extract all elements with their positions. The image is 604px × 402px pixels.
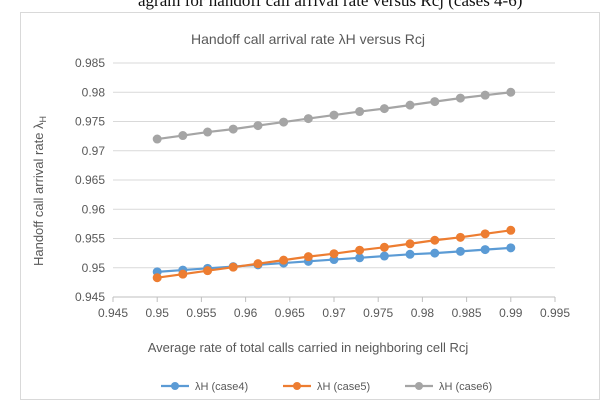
data-point <box>405 100 415 110</box>
x-tick-label: 0.98 <box>411 306 435 320</box>
chart-title: Handoff call arrival rate λH versus Rcj <box>191 31 425 47</box>
y-axis-title-main: Handoff call arrival rate λ <box>31 122 46 266</box>
data-point <box>480 245 490 255</box>
y-axis-title: Handoff call arrival rate λH <box>31 116 48 266</box>
y-tick-label: 0.96 <box>82 202 106 216</box>
data-point <box>480 229 490 239</box>
x-tick-label: 0.97 <box>322 306 346 320</box>
legend-item-case6: λH (case6) <box>405 381 492 393</box>
data-point <box>405 239 415 249</box>
line-chart: 0.945 0.95 0.955 0.96 0.965 0.97 0.975 0.98 0.98… <box>31 31 570 393</box>
y-tick-label: 0.945 <box>75 290 105 304</box>
legend-marker <box>415 382 423 390</box>
y-tick-label: 0.97 <box>82 144 106 158</box>
chart-frame: 0.945 0.95 0.955 0.96 0.965 0.97 0.975 0.98 0.98… <box>20 12 600 400</box>
y-tick-label: 0.975 <box>75 115 105 129</box>
data-point <box>379 251 389 261</box>
data-point <box>355 253 365 263</box>
legend-label: λH (case5) <box>317 381 370 393</box>
legend: λH (case4) λH (case5) λH (case6) <box>161 381 492 393</box>
y-tick-label: 0.95 <box>82 261 106 275</box>
legend-label: λH (case6) <box>439 381 492 393</box>
series-case5 <box>152 225 516 283</box>
y-tick-label: 0.985 <box>75 56 105 70</box>
legend-marker <box>171 382 179 390</box>
legend-label: λH (case4) <box>195 381 248 393</box>
data-point <box>178 131 188 141</box>
data-point <box>355 245 365 255</box>
data-point <box>455 246 465 256</box>
data-point <box>455 93 465 103</box>
legend-item-case4: λH (case4) <box>161 381 248 393</box>
data-point <box>228 124 238 134</box>
data-point <box>203 127 213 137</box>
axes <box>112 296 556 302</box>
data-point <box>152 134 162 144</box>
legend-marker <box>293 382 301 390</box>
x-tick-label: 0.995 <box>540 306 570 320</box>
data-point <box>329 249 339 259</box>
data-point <box>228 262 238 272</box>
data-point <box>430 97 440 107</box>
x-tick-label: 0.985 <box>452 306 482 320</box>
data-point <box>329 110 339 120</box>
data-point <box>430 248 440 258</box>
data-point <box>480 90 490 100</box>
x-axis-title: Average rate of total calls carried in n… <box>148 340 469 355</box>
figure-caption: agram for handoff call arrival rate vers… <box>0 0 604 12</box>
x-tick-label: 0.95 <box>146 306 170 320</box>
data-point <box>506 243 516 253</box>
data-point <box>455 232 465 242</box>
data-point <box>279 255 289 265</box>
data-point <box>405 249 415 259</box>
gridlines <box>113 62 555 269</box>
y-axis-title-subscript: H <box>38 116 48 123</box>
data-point <box>379 104 389 114</box>
series-case6 <box>152 87 516 144</box>
y-tick-label: 0.955 <box>75 232 105 246</box>
figure-caption-text: agram for handoff call arrival rate vers… <box>138 0 523 10</box>
data-point <box>253 259 263 269</box>
x-tick-labels: 0.945 0.95 0.955 0.96 0.965 0.97 0.975 0.98 0.98… <box>98 306 570 320</box>
data-point <box>430 235 440 245</box>
data-point <box>506 225 516 235</box>
x-tick-label: 0.99 <box>499 306 523 320</box>
data-point <box>253 121 263 131</box>
data-point <box>303 252 313 262</box>
data-point <box>178 269 188 279</box>
data-point <box>279 117 289 127</box>
x-tick-label: 0.96 <box>234 306 258 320</box>
series-lines <box>152 87 516 283</box>
y-tick-label: 0.98 <box>82 85 106 99</box>
data-point <box>303 114 313 124</box>
data-point <box>355 107 365 117</box>
data-point <box>203 266 213 276</box>
data-point <box>506 87 516 97</box>
x-tick-label: 0.975 <box>363 306 393 320</box>
x-tick-label: 0.945 <box>98 306 128 320</box>
data-point <box>379 242 389 252</box>
y-tick-label: 0.965 <box>75 173 105 187</box>
x-tick-label: 0.955 <box>186 306 216 320</box>
data-point <box>152 273 162 283</box>
x-tick-label: 0.965 <box>275 306 305 320</box>
legend-item-case5: λH (case5) <box>283 381 370 393</box>
y-tick-labels: 0.945 0.95 0.955 0.96 0.965 0.97 0.975 0.98 0.98… <box>75 56 105 304</box>
